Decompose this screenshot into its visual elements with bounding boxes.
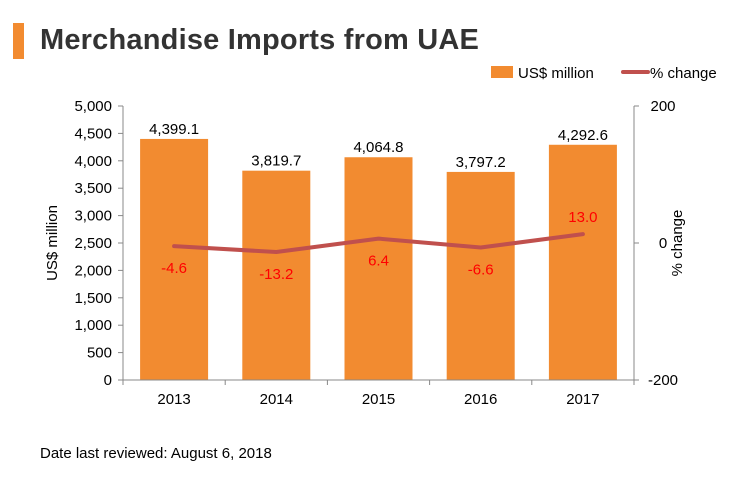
bar-2013 (140, 138, 209, 380)
y2-tick-label: 200 (650, 98, 675, 115)
line-point-2013 (172, 244, 176, 248)
y-tick-label: 3,500 (74, 180, 112, 197)
title-accent-bar (13, 23, 24, 59)
y-tick-label: 0 (104, 372, 112, 389)
line-value-label: -13.2 (259, 266, 293, 283)
y-tick-label: 1,000 (74, 317, 112, 334)
y2-tick-label: 0 (659, 235, 667, 252)
line-value-label: 6.4 (368, 253, 389, 270)
date-last-reviewed: Date last reviewed: August 6, 2018 (40, 445, 272, 462)
y-tick-label: 5,000 (74, 98, 112, 115)
legend-bar-swatch (491, 66, 513, 78)
bar-value-label: 4,399.1 (149, 121, 199, 138)
bar-2015 (344, 157, 413, 380)
line-value-label: -4.6 (161, 260, 187, 277)
x-tick-label: 2015 (362, 391, 395, 408)
bar-2017 (548, 144, 617, 380)
y-tick-label: 1,500 (74, 290, 112, 307)
bar-2014 (242, 170, 311, 380)
chart-title: Merchandise Imports from UAE (40, 24, 480, 56)
bar-value-label: 4,292.6 (558, 127, 608, 144)
bar-value-label: 4,064.8 (353, 139, 403, 156)
x-tick-label: 2013 (157, 391, 190, 408)
bar-2016 (446, 171, 515, 380)
y-tick-label: 4,500 (74, 125, 112, 142)
y-tick-label: 4,000 (74, 153, 112, 170)
y-tick-label: 2,000 (74, 262, 112, 279)
legend-bar-label: US$ million (518, 65, 594, 82)
bar-value-label: 3,819.7 (251, 153, 301, 170)
legend-line-label: % change (650, 65, 717, 82)
y2-axis-title: % change (669, 210, 686, 277)
y-tick-label: 500 (87, 345, 112, 362)
bar-value-label: 3,797.2 (456, 154, 506, 171)
x-tick-label: 2017 (566, 391, 599, 408)
y2-tick-label: -200 (648, 372, 678, 389)
y-axis-title: US$ million (44, 205, 61, 281)
y-tick-label: 2,500 (74, 235, 112, 252)
x-tick-label: 2016 (464, 391, 497, 408)
y-tick-label: 3,000 (74, 208, 112, 225)
line-point-2016 (479, 246, 483, 250)
line-value-label: -6.6 (468, 262, 494, 279)
line-point-2014 (274, 250, 278, 254)
line-point-2015 (377, 237, 380, 241)
line-point-2017 (581, 232, 585, 236)
x-tick-label: 2014 (260, 391, 293, 408)
line-value-label: 13.0 (568, 209, 597, 226)
